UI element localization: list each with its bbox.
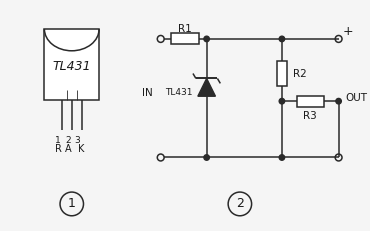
Text: +: + bbox=[343, 24, 354, 37]
Text: 2: 2 bbox=[236, 198, 244, 210]
Text: R2: R2 bbox=[293, 69, 306, 79]
Text: R3: R3 bbox=[303, 111, 317, 121]
Circle shape bbox=[279, 98, 285, 104]
Polygon shape bbox=[198, 79, 215, 96]
Text: TL431: TL431 bbox=[53, 60, 91, 73]
Bar bbox=[276, 61, 287, 86]
Circle shape bbox=[279, 36, 285, 42]
Text: 1: 1 bbox=[55, 136, 61, 145]
Text: R1: R1 bbox=[178, 24, 192, 34]
Bar bbox=[171, 33, 199, 44]
Text: IN: IN bbox=[142, 88, 152, 98]
Text: OUT: OUT bbox=[345, 93, 367, 103]
Bar bbox=[297, 96, 324, 107]
Circle shape bbox=[279, 155, 285, 160]
Text: TL431: TL431 bbox=[165, 88, 193, 97]
Circle shape bbox=[204, 155, 209, 160]
Text: 3: 3 bbox=[75, 136, 81, 145]
Text: R: R bbox=[55, 144, 61, 154]
Text: 1: 1 bbox=[68, 198, 76, 210]
Text: A: A bbox=[64, 144, 71, 154]
Circle shape bbox=[336, 98, 342, 104]
Text: 2: 2 bbox=[65, 136, 71, 145]
Bar bbox=[44, 29, 99, 100]
Text: K: K bbox=[78, 144, 85, 154]
Circle shape bbox=[204, 36, 209, 42]
